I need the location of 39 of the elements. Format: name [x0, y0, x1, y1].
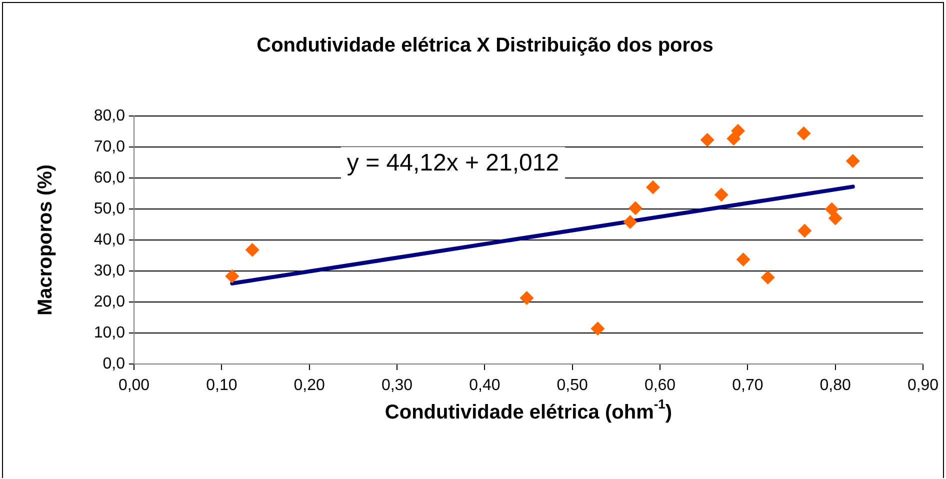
point	[736, 252, 750, 267]
x-tick-label: 0,10	[206, 377, 238, 394]
point	[700, 132, 714, 147]
point	[714, 188, 728, 202]
y-tick-label: 70,0	[94, 138, 126, 156]
y-tick-label: 60,0	[94, 169, 126, 186]
y-tick-label: 20,0	[94, 293, 126, 310]
x-tick-label: 0,30	[381, 377, 413, 394]
point	[846, 154, 860, 168]
x-tick-label: 0,00	[118, 377, 150, 394]
y-axis-title: Macroporos (%)	[34, 164, 57, 316]
point	[646, 180, 660, 194]
annotation: y = 44,12x + 21,012	[346, 150, 560, 177]
y-tick-label: 40,0	[94, 231, 126, 248]
point	[828, 211, 842, 226]
point	[798, 224, 812, 238]
point	[245, 242, 260, 257]
x-tick-label: 0,40	[469, 377, 500, 394]
point	[225, 269, 240, 284]
point	[623, 215, 638, 230]
point	[824, 202, 839, 216]
y-tick-label: 80,0	[94, 107, 126, 124]
x-tick-label: 0,60	[644, 377, 676, 394]
y-tick-label: 30,0	[94, 262, 126, 280]
point	[760, 270, 775, 285]
point	[731, 124, 746, 138]
point	[628, 201, 642, 216]
point	[796, 126, 811, 140]
point	[590, 322, 605, 336]
x-tick-label: 0,50	[556, 377, 588, 394]
x-tick-label: 0,80	[820, 377, 852, 394]
y-tick-label: 50,0	[94, 200, 126, 218]
y-tick-label: 0,0	[102, 355, 126, 372]
x-tick-label: 0,90	[907, 377, 939, 394]
x-tick-label: 0,70	[732, 377, 764, 394]
x-tick-label: 0,20	[294, 377, 326, 394]
point	[520, 290, 534, 305]
y-tick-label: 10,0	[94, 324, 126, 342]
chart-title: Condutividade elétrica X Distribuição dos poros	[256, 34, 714, 57]
